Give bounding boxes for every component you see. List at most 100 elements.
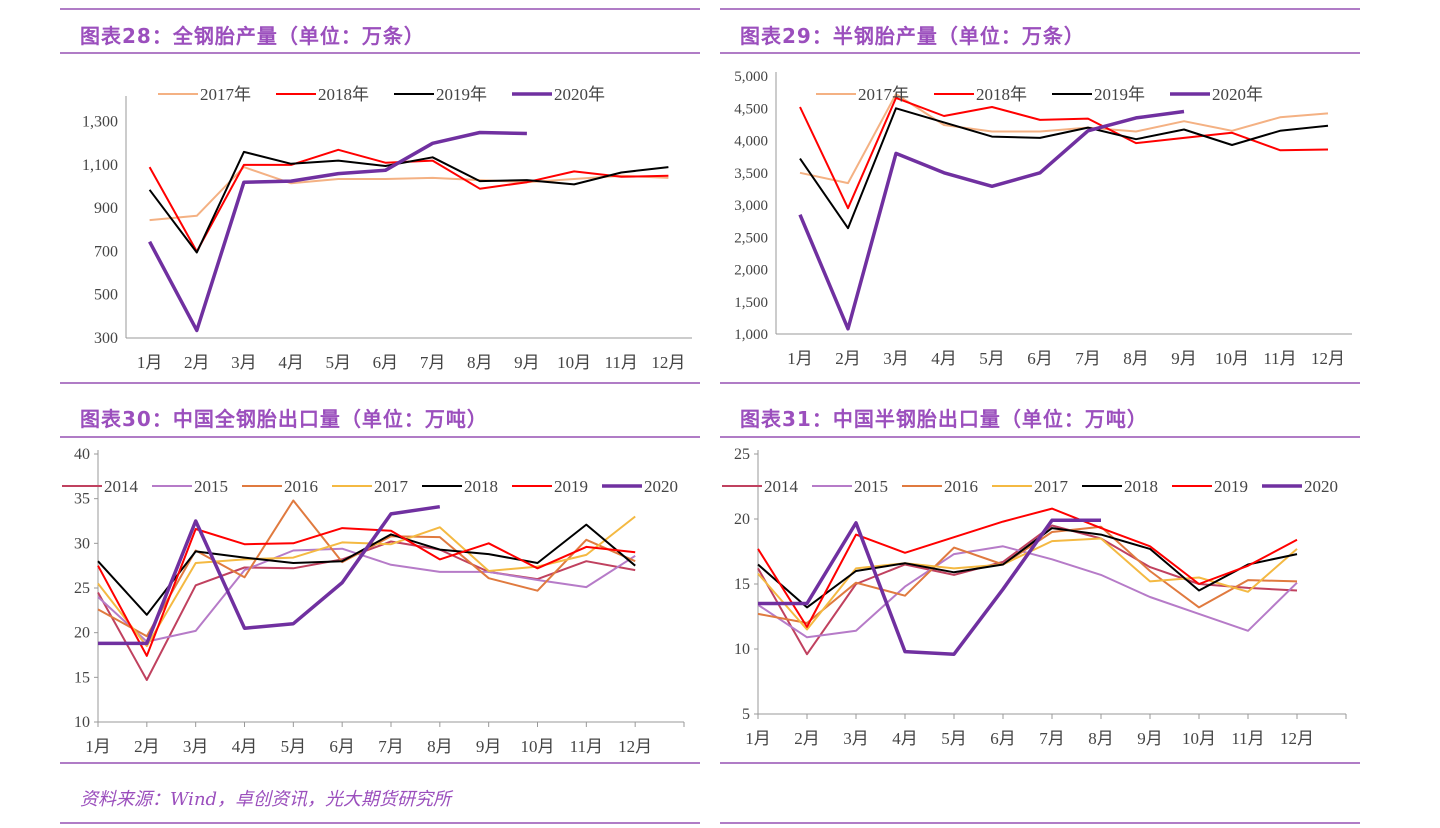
- x-tick-label: 12月: [618, 737, 652, 756]
- divider: [720, 436, 1360, 438]
- y-tick-label: 30: [74, 535, 90, 552]
- divider: [720, 822, 1360, 824]
- legend-label: 2016: [944, 477, 978, 496]
- y-tick-label: 15: [74, 669, 90, 686]
- legend-label: 2020年: [554, 85, 605, 104]
- divider: [720, 8, 1360, 10]
- x-tick-label: 5月: [281, 737, 307, 756]
- y-tick-label: 1,300: [82, 114, 118, 131]
- x-tick-label: 4月: [278, 353, 304, 372]
- legend-label: 2018年: [976, 85, 1027, 104]
- y-tick-label: 35: [74, 491, 90, 508]
- source-note: 资料来源：Wind，卓创资讯，光大期货研究所: [80, 789, 452, 810]
- y-tick-label: 1,500: [734, 295, 768, 311]
- legend-label: 2017: [374, 477, 409, 496]
- y-tick-label: 10: [74, 714, 90, 731]
- x-tick-label: 4月: [892, 729, 918, 748]
- y-tick-label: 25: [734, 446, 750, 463]
- x-tick-label: 8月: [1088, 729, 1114, 748]
- x-tick-label: 9月: [514, 353, 540, 372]
- x-tick-label: 12月: [1311, 349, 1345, 368]
- y-tick-label: 10: [734, 641, 750, 658]
- x-tick-label: 9月: [1137, 729, 1163, 748]
- y-tick-label: 2,000: [734, 263, 768, 279]
- y-tick-label: 5,000: [734, 69, 768, 85]
- legend-label: 2019: [554, 477, 588, 496]
- divider: [60, 762, 700, 764]
- x-tick-label: 5月: [979, 349, 1005, 368]
- y-tick-label: 3,000: [734, 198, 768, 214]
- chart-title-30: 图表30：中国全钢胎出口量（单位：万吨）: [80, 407, 488, 431]
- divider: [60, 382, 700, 384]
- x-tick-label: 5月: [941, 729, 967, 748]
- series-line-2019年: [148, 150, 669, 254]
- legend-label: 2020: [644, 477, 678, 496]
- y-tick-label: 2,500: [734, 230, 768, 246]
- x-tick-label: 10月: [557, 353, 591, 372]
- x-tick-label: 9月: [476, 737, 502, 756]
- divider: [60, 52, 700, 54]
- legend-label: 2015: [854, 477, 888, 496]
- x-tick-label: 6月: [373, 353, 399, 372]
- x-tick-label: 6月: [1027, 349, 1053, 368]
- legend-label: 2017年: [858, 85, 909, 104]
- series-line-2019: [757, 507, 1298, 628]
- x-tick-label: 1月: [787, 349, 813, 368]
- x-tick-label: 4月: [232, 737, 258, 756]
- y-tick-label: 4,500: [734, 101, 768, 117]
- x-tick-label: 11月: [1231, 729, 1264, 748]
- x-tick-label: 3月: [183, 737, 209, 756]
- y-tick-label: 20: [74, 625, 90, 642]
- divider: [720, 52, 1360, 54]
- legend-label: 2019: [1214, 477, 1248, 496]
- x-tick-label: 2月: [835, 349, 861, 368]
- x-tick-label: 8月: [427, 737, 453, 756]
- series-line-2019: [97, 527, 636, 657]
- divider: [60, 822, 700, 824]
- legend-label: 2018年: [318, 85, 369, 104]
- chart-title-28: 图表28：全钢胎产量（单位：万条）: [80, 24, 425, 48]
- x-tick-label: 11月: [570, 737, 603, 756]
- series-line-2015: [757, 545, 1298, 639]
- x-tick-label: 8月: [1123, 349, 1149, 368]
- legend-label: 2017: [1034, 477, 1069, 496]
- x-tick-label: 3月: [231, 353, 257, 372]
- y-tick-label: 25: [74, 580, 90, 597]
- x-tick-label: 1月: [85, 737, 111, 756]
- y-tick-label: 500: [94, 287, 118, 304]
- x-tick-label: 7月: [1075, 349, 1101, 368]
- x-tick-label: 3月: [883, 349, 909, 368]
- x-tick-label: 12月: [1280, 729, 1314, 748]
- series-line-2020年: [798, 109, 1185, 331]
- x-tick-label: 3月: [843, 729, 869, 748]
- y-tick-label: 15: [734, 576, 750, 593]
- series-line-2020年: [148, 130, 527, 333]
- legend-label: 2014: [764, 477, 799, 496]
- x-tick-label: 11月: [1263, 349, 1296, 368]
- legend-label: 2020: [1304, 477, 1338, 496]
- series-line-2016: [757, 525, 1298, 624]
- x-tick-label: 7月: [378, 737, 404, 756]
- legend-label: 2017年: [200, 85, 251, 104]
- x-tick-label: 5月: [326, 353, 352, 372]
- legend-label: 2015: [194, 477, 228, 496]
- chart-semi-steel-output: 1,000 1,500 2,000 2,500 3,000 3,500 4,000 4,500…: [734, 69, 1352, 368]
- x-tick-label: 10月: [521, 737, 555, 756]
- x-tick-label: 2月: [134, 737, 160, 756]
- series-line-2018年: [799, 96, 1329, 210]
- legend-label: 2016: [284, 477, 318, 496]
- legend-label: 2018: [1124, 477, 1158, 496]
- chart-semi-steel-export: 5 10 15 20 25 1月 2月 3月 4月 5月 6月 7月 8月 9月 10月 11月 12月 2014…: [722, 446, 1347, 748]
- y-tick-label: 300: [94, 330, 118, 347]
- chart-title-31: 图表31：中国半钢胎出口量（单位：万吨）: [740, 407, 1148, 431]
- y-tick-label: 40: [74, 446, 90, 463]
- legend-label: 2019年: [436, 85, 487, 104]
- y-tick-label: 3,500: [734, 166, 768, 182]
- chart-all-steel-export: 10 15 20 25 30 35 40 1月 2月 3月 4月 5月 6月 7月 8月 9月 10月 11月 12…: [62, 446, 685, 756]
- x-tick-label: 6月: [329, 737, 355, 756]
- x-tick-label: 6月: [990, 729, 1016, 748]
- series-line-2018: [97, 523, 636, 616]
- divider: [60, 436, 700, 438]
- x-tick-label: 2月: [184, 353, 210, 372]
- series-line-2020: [758, 518, 1101, 656]
